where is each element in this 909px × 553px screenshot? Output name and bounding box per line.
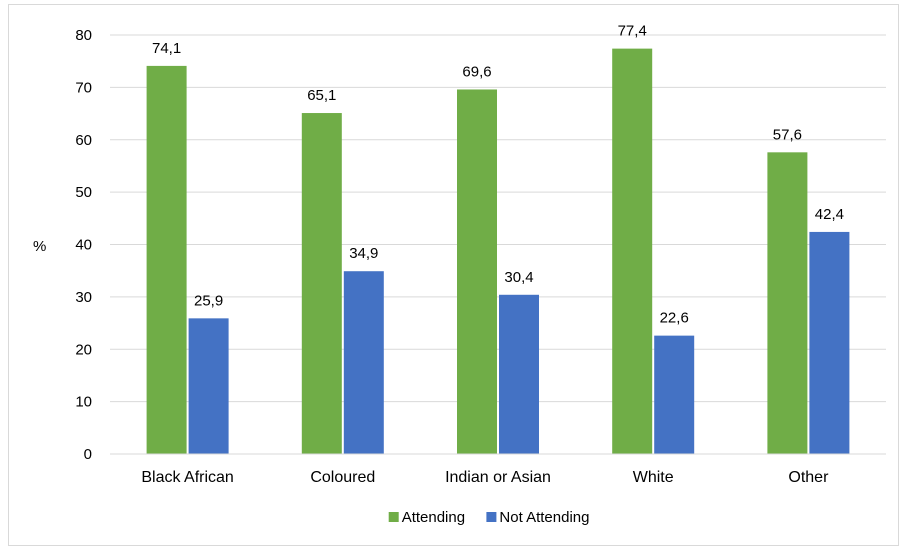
legend: Attending Not Attending xyxy=(388,509,589,526)
y-tick-label: 40 xyxy=(75,237,92,254)
bar xyxy=(343,271,384,454)
bar xyxy=(146,65,187,455)
category-label: Other xyxy=(788,469,829,486)
y-tick-label: 10 xyxy=(75,394,92,411)
bar xyxy=(188,318,229,454)
bar xyxy=(457,89,497,454)
bar xyxy=(767,152,808,454)
y-tick-label: 0 xyxy=(84,446,92,463)
data-label: 69,6 xyxy=(462,63,491,80)
legend-label: Attending xyxy=(402,509,465,526)
data-label: 42,4 xyxy=(815,206,844,223)
category-labels: Black African Coloured Indian or Asian Whit… xyxy=(141,469,829,486)
y-tick-label: 50 xyxy=(75,184,92,201)
data-label: 22,6 xyxy=(660,310,689,327)
bars xyxy=(146,48,850,455)
y-tick-label: 60 xyxy=(75,132,92,149)
y-tick-label: 70 xyxy=(75,79,92,96)
data-label: 57,6 xyxy=(773,126,802,143)
category-label: Coloured xyxy=(310,469,375,486)
category-label: Indian or Asian xyxy=(445,469,551,486)
data-label: 30,4 xyxy=(504,269,533,286)
legend-swatch xyxy=(486,512,497,522)
legend-label: Not Attending xyxy=(499,509,589,526)
bar xyxy=(301,113,342,454)
bar xyxy=(499,294,539,454)
data-label: 74,1 xyxy=(152,40,181,57)
bar xyxy=(654,335,695,454)
y-tick-label: 20 xyxy=(75,341,92,358)
gridlines xyxy=(110,34,886,403)
data-label: 65,1 xyxy=(307,87,336,104)
y-axis-ticks: 0 10 20 30 40 50 60 70 80 xyxy=(75,27,92,463)
data-label: 34,9 xyxy=(349,245,378,262)
data-labels: 74,1 25,9 65,1 34,9 69,6 30,4 77,4 22,6 57,6 42,4 xyxy=(152,23,844,327)
legend-swatch xyxy=(388,512,399,522)
data-label: 25,9 xyxy=(194,292,223,309)
data-label: 77,4 xyxy=(618,23,647,40)
y-tick-label: 30 xyxy=(75,289,92,306)
bar xyxy=(612,48,653,455)
bar xyxy=(809,231,850,454)
category-label: White xyxy=(633,469,674,486)
y-tick-label: 80 xyxy=(75,27,92,44)
category-label: Black African xyxy=(141,469,233,486)
y-axis-label: % xyxy=(33,238,46,255)
